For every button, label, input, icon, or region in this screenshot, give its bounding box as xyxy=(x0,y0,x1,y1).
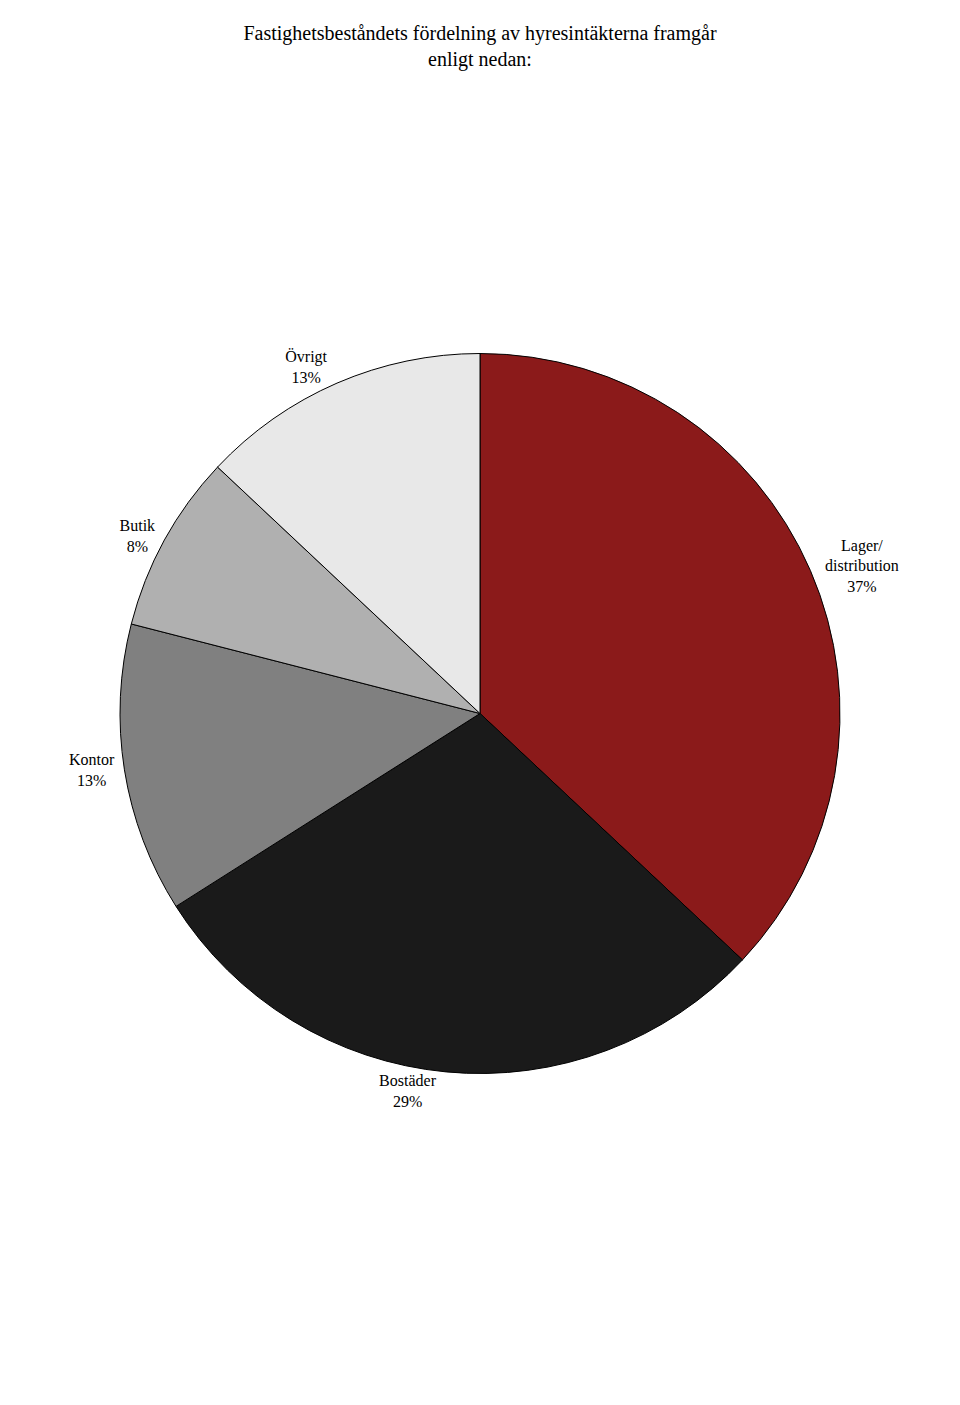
svg-text:Bostäder29%: Bostäder29% xyxy=(379,1072,437,1110)
svg-text:Övrigt13%: Övrigt13% xyxy=(285,348,327,386)
svg-text:Lager/distribution37%: Lager/distribution37% xyxy=(825,537,899,596)
svg-text:Fastighetsbeståndets fördelnin: Fastighetsbeståndets fördelning av hyres… xyxy=(243,22,717,71)
svg-text:Kontor13%: Kontor13% xyxy=(69,751,115,789)
svg-text:Butik8%: Butik8% xyxy=(120,517,156,555)
